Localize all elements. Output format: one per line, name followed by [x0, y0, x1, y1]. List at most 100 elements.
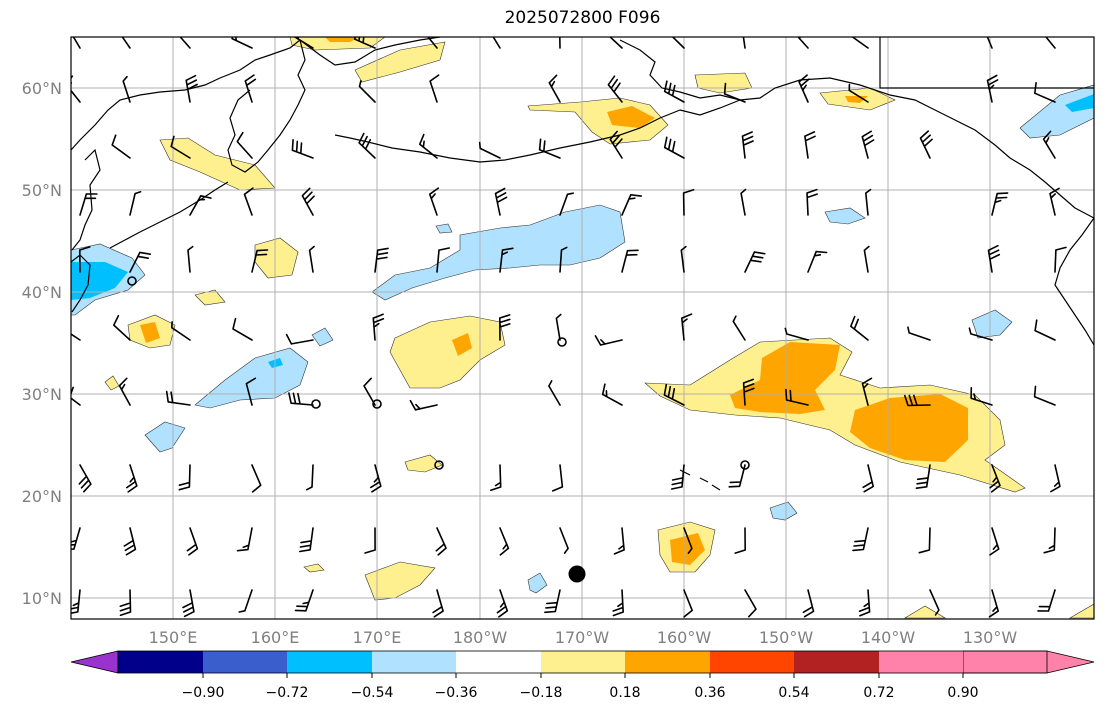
wind-barb [123, 527, 137, 556]
anomaly-negative-region [435, 223, 453, 234]
wind-barb [742, 37, 746, 49]
wind-barb [538, 138, 561, 159]
wind-barb [802, 589, 815, 618]
colorbar-segment [794, 651, 879, 673]
wind-barb [187, 245, 194, 273]
anomaly-negative-region [194, 347, 309, 409]
wind-barb [126, 464, 138, 493]
wind-barb [670, 464, 685, 490]
wind-barb [804, 131, 816, 159]
wind-barb [432, 589, 444, 618]
wind-barb [559, 246, 568, 273]
calm-wind-circle [557, 337, 567, 347]
colorbar-segment [710, 651, 794, 673]
anomaly-negative-region [769, 501, 798, 521]
calm-wind-circle [740, 460, 750, 470]
wind-barb [683, 527, 693, 554]
wind-barb [429, 74, 440, 103]
wind-barb [732, 315, 746, 341]
wind-barb [499, 314, 511, 341]
wind-barb [797, 37, 809, 49]
wind-barb [555, 313, 562, 341]
wind-barb [744, 251, 766, 273]
anomaly-negative-region [527, 572, 548, 594]
coastline-aleutians [334, 109, 681, 163]
wind-barb [609, 37, 623, 49]
wind-barb [552, 464, 564, 492]
wind-barb [251, 249, 269, 273]
wind-barb [862, 464, 874, 493]
colorbar-extend-right [962, 650, 1095, 674]
wind-barb [494, 187, 508, 216]
colorbar-label: 0.36 [694, 685, 725, 701]
coastline-kurils [109, 181, 229, 249]
lon-label: 160°W [657, 628, 712, 647]
wind-barb [1043, 527, 1056, 554]
wind-barb [991, 192, 1009, 216]
wind-barb [1054, 246, 1067, 273]
wind-barb [358, 132, 376, 159]
wind-barb [918, 527, 931, 554]
wind-barb [1049, 187, 1060, 216]
lon-label: 140°W [861, 628, 916, 647]
map-title: 2025072800 F096 [504, 8, 661, 28]
wind-barb [1042, 130, 1056, 159]
wind-barb [429, 187, 440, 216]
wind-barb [236, 527, 253, 552]
station-dot-marker [568, 565, 586, 583]
colorbar-label: 0.18 [609, 685, 640, 701]
anomaly-positive-core [325, 37, 360, 42]
wind-barb [548, 380, 561, 406]
wind-barb [663, 136, 685, 159]
latitude-labels: 60°N 50°N 40°N 30°N 20°N 10°N [22, 79, 62, 608]
wind-barb [663, 80, 685, 103]
lon-label: 150°E [149, 628, 198, 647]
wind-barb [79, 193, 98, 216]
anomaly-positive-region [159, 137, 276, 191]
lon-label: 160°E [251, 628, 300, 647]
colorbar-label: 0.54 [778, 685, 809, 701]
wind-barb [419, 133, 438, 159]
lat-label: 10°N [22, 589, 62, 608]
wind-barb [683, 589, 693, 618]
wind-barb [863, 245, 870, 273]
wind-barb [374, 247, 389, 273]
wind-barb [236, 131, 253, 159]
coastline-siberia [299, 37, 441, 66]
wind-barb [613, 527, 625, 555]
wind-barb [723, 82, 746, 103]
wind-barb [784, 327, 809, 341]
wind-barb [291, 139, 314, 159]
lat-label: 20°N [22, 487, 62, 506]
wind-barb [285, 333, 314, 345]
colorbar-label: −0.72 [266, 685, 309, 701]
wind-barb [79, 246, 91, 273]
wind-barb [968, 327, 993, 341]
wind-barb [852, 527, 869, 552]
wind-barb [919, 130, 933, 159]
colorbar-label: 0.90 [947, 685, 978, 701]
wind-barb [243, 187, 254, 216]
wind-barb [185, 74, 198, 103]
wind-barb [78, 464, 92, 493]
colorbar-segment [287, 651, 372, 673]
wind-barb [171, 321, 191, 341]
wind-barb [1034, 319, 1056, 341]
anomaly-positive-region [254, 237, 299, 279]
wind-barb [354, 37, 376, 49]
wind-barb [129, 191, 142, 216]
wind-barb [490, 464, 502, 492]
wind-barb [987, 244, 1001, 273]
wind-barb [559, 527, 569, 554]
anomaly-positive-region [104, 375, 120, 391]
wind-barb [364, 527, 376, 554]
coastline-hawaii [679, 469, 721, 491]
wind-barb [1037, 589, 1056, 612]
wind-barb [496, 589, 509, 618]
wind-barb [372, 313, 385, 341]
lat-label: 50°N [22, 181, 62, 200]
wind-barb [682, 189, 695, 216]
wind-barb [663, 383, 685, 406]
wind-barb [370, 464, 382, 493]
